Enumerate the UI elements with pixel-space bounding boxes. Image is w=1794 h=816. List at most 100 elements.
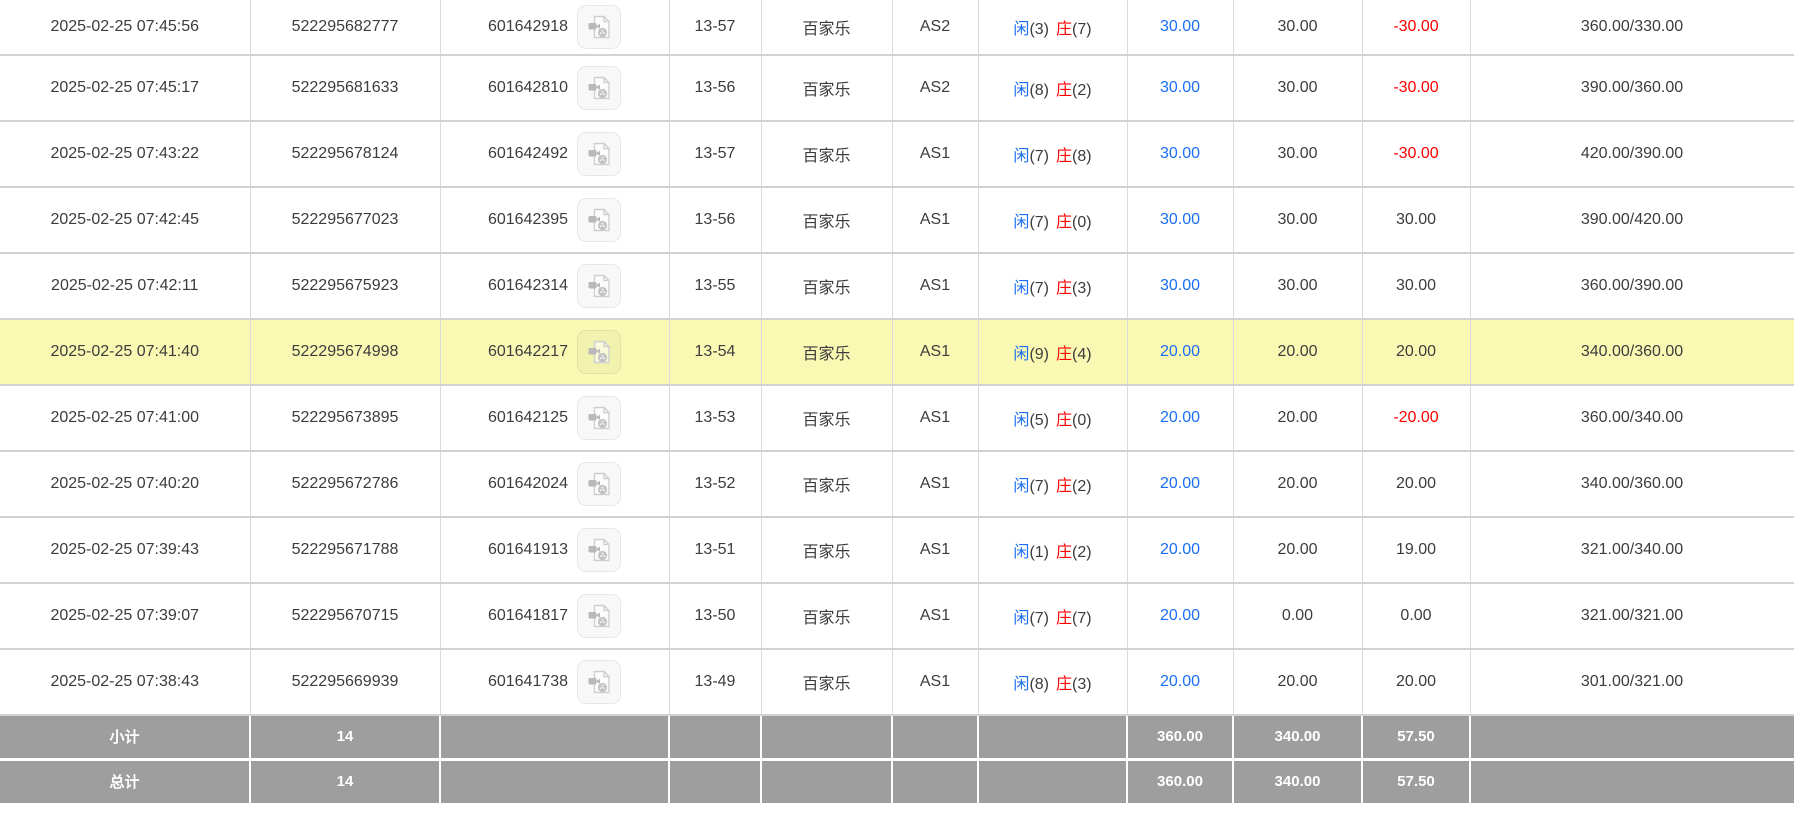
banker-points: (3) xyxy=(1072,280,1092,297)
round-id-cell: 601642125 xyxy=(439,384,669,451)
video-replay-button[interactable] xyxy=(577,132,622,176)
subtotal-bet-cell: 360.00 xyxy=(1126,714,1233,759)
banker-points: (2) xyxy=(1072,82,1092,99)
round-id: 601642217 xyxy=(487,343,569,360)
round-id-cell: 601641817 xyxy=(439,582,669,649)
valid-amount-cell: 20.00 xyxy=(1232,384,1362,451)
winloss-cell: -30.00 xyxy=(1361,54,1470,121)
valid-amount-cell: 0.00 xyxy=(1232,582,1362,649)
table-footer: 小计 14 360.00 340.00 57.50 总计 14 360.00 3… xyxy=(0,714,1794,803)
video-replay-button[interactable] xyxy=(577,66,622,110)
order-id-cell: 522295681633 xyxy=(249,54,440,121)
winloss-value: -20.00 xyxy=(1393,409,1439,426)
valid-amount-cell: 20.00 xyxy=(1232,648,1362,715)
balance-cell: 390.00/420.00 xyxy=(1469,186,1794,253)
banker-label: 庄 xyxy=(1056,82,1073,99)
table-code-cell: AS1 xyxy=(891,318,978,385)
total-label-cell: 总计 xyxy=(0,757,250,803)
subtotal-label-cell: 小计 xyxy=(0,714,250,759)
video-film-icon xyxy=(588,208,610,232)
valid-amount: 20.00 xyxy=(1277,475,1318,492)
valid-amount-cell: 20.00 xyxy=(1232,450,1362,517)
table-row[interactable]: 2025-02-25 07:42:45 522295677023 6016423… xyxy=(0,186,1794,253)
round-id-cell: 601642314 xyxy=(439,252,669,319)
balance-value: 340.00/360.00 xyxy=(1580,343,1684,360)
table-row[interactable]: 2025-02-25 07:43:22 522295678124 6016424… xyxy=(0,120,1794,187)
result-cell: 闲(7) 庄(0) xyxy=(977,186,1127,253)
winloss-value: 0.00 xyxy=(1400,607,1432,624)
table-code: AS1 xyxy=(919,409,951,426)
table-row[interactable]: 2025-02-25 07:39:43 522295671788 6016419… xyxy=(0,516,1794,583)
shoe-round-cell: 13-49 xyxy=(668,648,761,715)
banker-points: (0) xyxy=(1072,412,1092,429)
order-id: 522295669939 xyxy=(291,673,399,690)
subtotal-winloss-cell: 57.50 xyxy=(1361,714,1470,759)
table-row[interactable]: 2025-02-25 07:45:17 522295681633 6016428… xyxy=(0,54,1794,121)
time-cell: 2025-02-25 07:45:17 xyxy=(0,54,250,121)
banker-label: 庄 xyxy=(1056,214,1073,231)
video-replay-button[interactable] xyxy=(577,660,622,704)
table-row[interactable]: 2025-02-25 07:38:43 522295669939 6016417… xyxy=(0,648,1794,715)
shoe-round: 13-57 xyxy=(694,18,736,35)
video-replay-button[interactable] xyxy=(577,330,622,374)
order-id-cell: 522295678124 xyxy=(249,120,440,187)
video-replay-button[interactable] xyxy=(577,198,622,242)
balance-cell: 360.00/340.00 xyxy=(1469,384,1794,451)
winloss-value: 19.00 xyxy=(1395,541,1437,558)
video-replay-button[interactable] xyxy=(577,462,622,506)
result-cell: 闲(8) 庄(2) xyxy=(977,54,1127,121)
table-row[interactable]: 2025-02-25 07:39:07 522295670715 6016418… xyxy=(0,582,1794,649)
winloss-cell: 20.00 xyxy=(1361,648,1470,715)
valid-amount: 0.00 xyxy=(1281,607,1314,624)
player-points: (7) xyxy=(1029,478,1049,495)
shoe-round-cell: 13-57 xyxy=(668,120,761,187)
table-row[interactable]: 2025-02-25 07:42:11 522295675923 6016423… xyxy=(0,252,1794,319)
video-film-icon xyxy=(588,15,610,39)
bet-amount-cell: 20.00 xyxy=(1126,450,1233,517)
winloss-value: 30.00 xyxy=(1395,211,1437,228)
table-row[interactable]: 2025-02-25 07:45:56 522295682777 6016429… xyxy=(0,0,1794,55)
balance-value: 301.00/321.00 xyxy=(1580,673,1684,690)
balance-cell: 340.00/360.00 xyxy=(1469,450,1794,517)
table-row[interactable]: 2025-02-25 07:41:00 522295673895 6016421… xyxy=(0,384,1794,451)
order-id: 522295671788 xyxy=(291,541,399,558)
shoe-round: 13-50 xyxy=(694,607,736,624)
video-replay-button[interactable] xyxy=(577,594,622,638)
result-cell: 闲(8) 庄(3) xyxy=(977,648,1127,715)
video-film-icon xyxy=(588,670,610,694)
balance-cell: 420.00/390.00 xyxy=(1469,120,1794,187)
footer-empty-cell xyxy=(439,714,669,759)
video-replay-button[interactable] xyxy=(577,396,622,440)
table-body: 2025-02-25 07:45:56 522295682777 6016429… xyxy=(0,0,1794,715)
round-id-cell: 601641913 xyxy=(439,516,669,583)
table-code: AS1 xyxy=(919,211,951,228)
player-label: 闲 xyxy=(1013,610,1030,627)
bet-time: 2025-02-25 07:45:56 xyxy=(50,18,200,35)
shoe-round-cell: 13-52 xyxy=(668,450,761,517)
banker-label: 庄 xyxy=(1056,544,1073,561)
table-code: AS1 xyxy=(919,673,951,690)
total-winloss: 57.50 xyxy=(1397,773,1435,791)
game-name: 百家乐 xyxy=(802,21,851,38)
balance-value: 321.00/321.00 xyxy=(1580,607,1684,624)
order-id-cell: 522295675923 xyxy=(249,252,440,319)
table-row[interactable]: 2025-02-25 07:41:40 522295674998 6016422… xyxy=(0,318,1794,385)
balance-value: 390.00/360.00 xyxy=(1580,79,1684,96)
banker-label: 庄 xyxy=(1056,478,1073,495)
video-replay-button[interactable] xyxy=(577,5,622,49)
video-replay-button[interactable] xyxy=(577,528,622,572)
winloss-cell: 19.00 xyxy=(1361,516,1470,583)
banker-label: 庄 xyxy=(1056,346,1073,363)
table-code-cell: AS1 xyxy=(891,252,978,319)
player-label: 闲 xyxy=(1013,676,1030,693)
banker-points: (2) xyxy=(1072,478,1092,495)
game-name: 百家乐 xyxy=(802,280,851,297)
bet-amount: 30.00 xyxy=(1159,145,1201,162)
table-row[interactable]: 2025-02-25 07:40:20 522295672786 6016420… xyxy=(0,450,1794,517)
valid-amount-cell: 30.00 xyxy=(1232,120,1362,187)
player-label: 闲 xyxy=(1013,82,1030,99)
video-replay-button[interactable] xyxy=(577,264,622,308)
order-id: 522295672786 xyxy=(291,475,399,492)
game-cell: 百家乐 xyxy=(760,384,892,451)
round-id: 601642024 xyxy=(487,475,569,492)
